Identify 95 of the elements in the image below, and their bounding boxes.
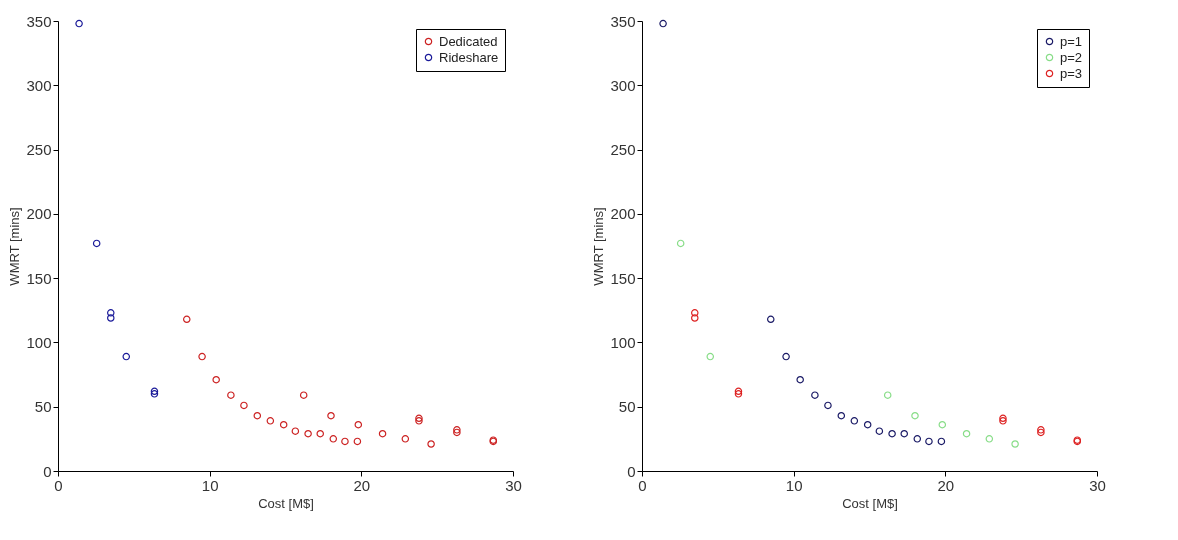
legend-label: Dedicated	[439, 33, 498, 49]
point	[782, 352, 790, 361]
y-tick-label: 0	[627, 462, 636, 480]
point	[888, 429, 896, 438]
point	[304, 429, 312, 438]
point	[985, 435, 994, 443]
x-axis-title: Cost [M$]	[258, 495, 314, 511]
point	[150, 387, 159, 396]
legend-label: p=1	[1060, 33, 1083, 49]
point	[329, 435, 338, 443]
x-tick-label: 20	[353, 476, 371, 494]
point	[327, 411, 335, 420]
legend-label: p=2	[1060, 49, 1083, 65]
point	[999, 417, 1007, 425]
y-tick-label: 0	[43, 462, 52, 480]
y-tick-label: 250	[610, 141, 636, 159]
point	[734, 390, 743, 398]
y-tick-label: 300	[610, 76, 636, 94]
point	[706, 352, 715, 361]
point	[911, 411, 919, 420]
point	[92, 239, 101, 248]
y-tick-label: 300	[26, 76, 52, 94]
x-tick-label: 30	[505, 476, 522, 494]
point	[401, 435, 410, 443]
point	[875, 427, 884, 435]
y-tick-label: 350	[610, 12, 636, 30]
legend-label: Rideshare	[439, 49, 499, 65]
point	[1011, 440, 1019, 448]
point	[279, 420, 288, 429]
point	[212, 375, 220, 384]
point	[999, 414, 1007, 423]
y-tick-label: 200	[26, 205, 52, 223]
point	[796, 375, 804, 384]
x-axis-title: Cost [M$]	[842, 495, 898, 511]
point	[850, 417, 859, 425]
point	[415, 414, 423, 423]
point	[1037, 426, 1045, 434]
y-tick-label: 200	[610, 205, 636, 223]
point	[75, 19, 83, 28]
point	[122, 352, 131, 361]
point	[183, 315, 191, 324]
point	[453, 426, 461, 434]
x-tick-label: 10	[785, 476, 803, 494]
point	[427, 440, 435, 448]
point	[198, 352, 206, 361]
point	[767, 315, 775, 324]
point	[291, 427, 300, 435]
point	[316, 429, 324, 438]
y-tick-label: 250	[26, 141, 52, 159]
point	[900, 429, 908, 438]
y-tick-label: 100	[610, 333, 636, 351]
legend-label: p=3	[1060, 65, 1083, 81]
point	[937, 437, 946, 446]
point	[691, 309, 699, 317]
point	[863, 420, 872, 429]
y-axis-title: WMRT [mins]	[7, 207, 23, 286]
point	[341, 437, 349, 446]
point	[883, 391, 892, 399]
point	[378, 429, 387, 438]
point	[354, 420, 363, 429]
y-tick-label: 150	[610, 269, 636, 287]
point	[659, 19, 667, 28]
point	[240, 401, 248, 410]
point	[253, 411, 262, 420]
point	[676, 239, 685, 248]
point	[962, 429, 971, 438]
point	[913, 435, 922, 443]
point	[353, 437, 362, 446]
x-tick-label: 0	[638, 476, 647, 494]
point	[299, 391, 308, 399]
point	[925, 437, 933, 446]
x-tick-label: 30	[1089, 476, 1106, 494]
point	[266, 417, 275, 425]
point	[824, 401, 832, 410]
y-tick-label: 50	[618, 398, 636, 416]
y-tick-label: 100	[26, 333, 52, 351]
point	[734, 387, 743, 396]
y-tick-label: 50	[34, 398, 52, 416]
x-tick-label: 20	[937, 476, 955, 494]
point	[415, 417, 423, 425]
point	[938, 420, 947, 429]
point	[227, 391, 235, 399]
x-tick-label: 10	[201, 476, 219, 494]
y-tick-label: 350	[26, 12, 52, 30]
point	[107, 309, 115, 317]
point	[691, 314, 699, 322]
point	[150, 390, 159, 398]
x-tick-label: 0	[54, 476, 63, 494]
point	[107, 314, 115, 322]
point	[811, 391, 819, 399]
y-tick-label: 150	[26, 269, 52, 287]
y-axis-title: WMRT [mins]	[591, 207, 607, 286]
point	[1037, 428, 1045, 437]
point	[453, 428, 461, 437]
point	[837, 411, 846, 420]
